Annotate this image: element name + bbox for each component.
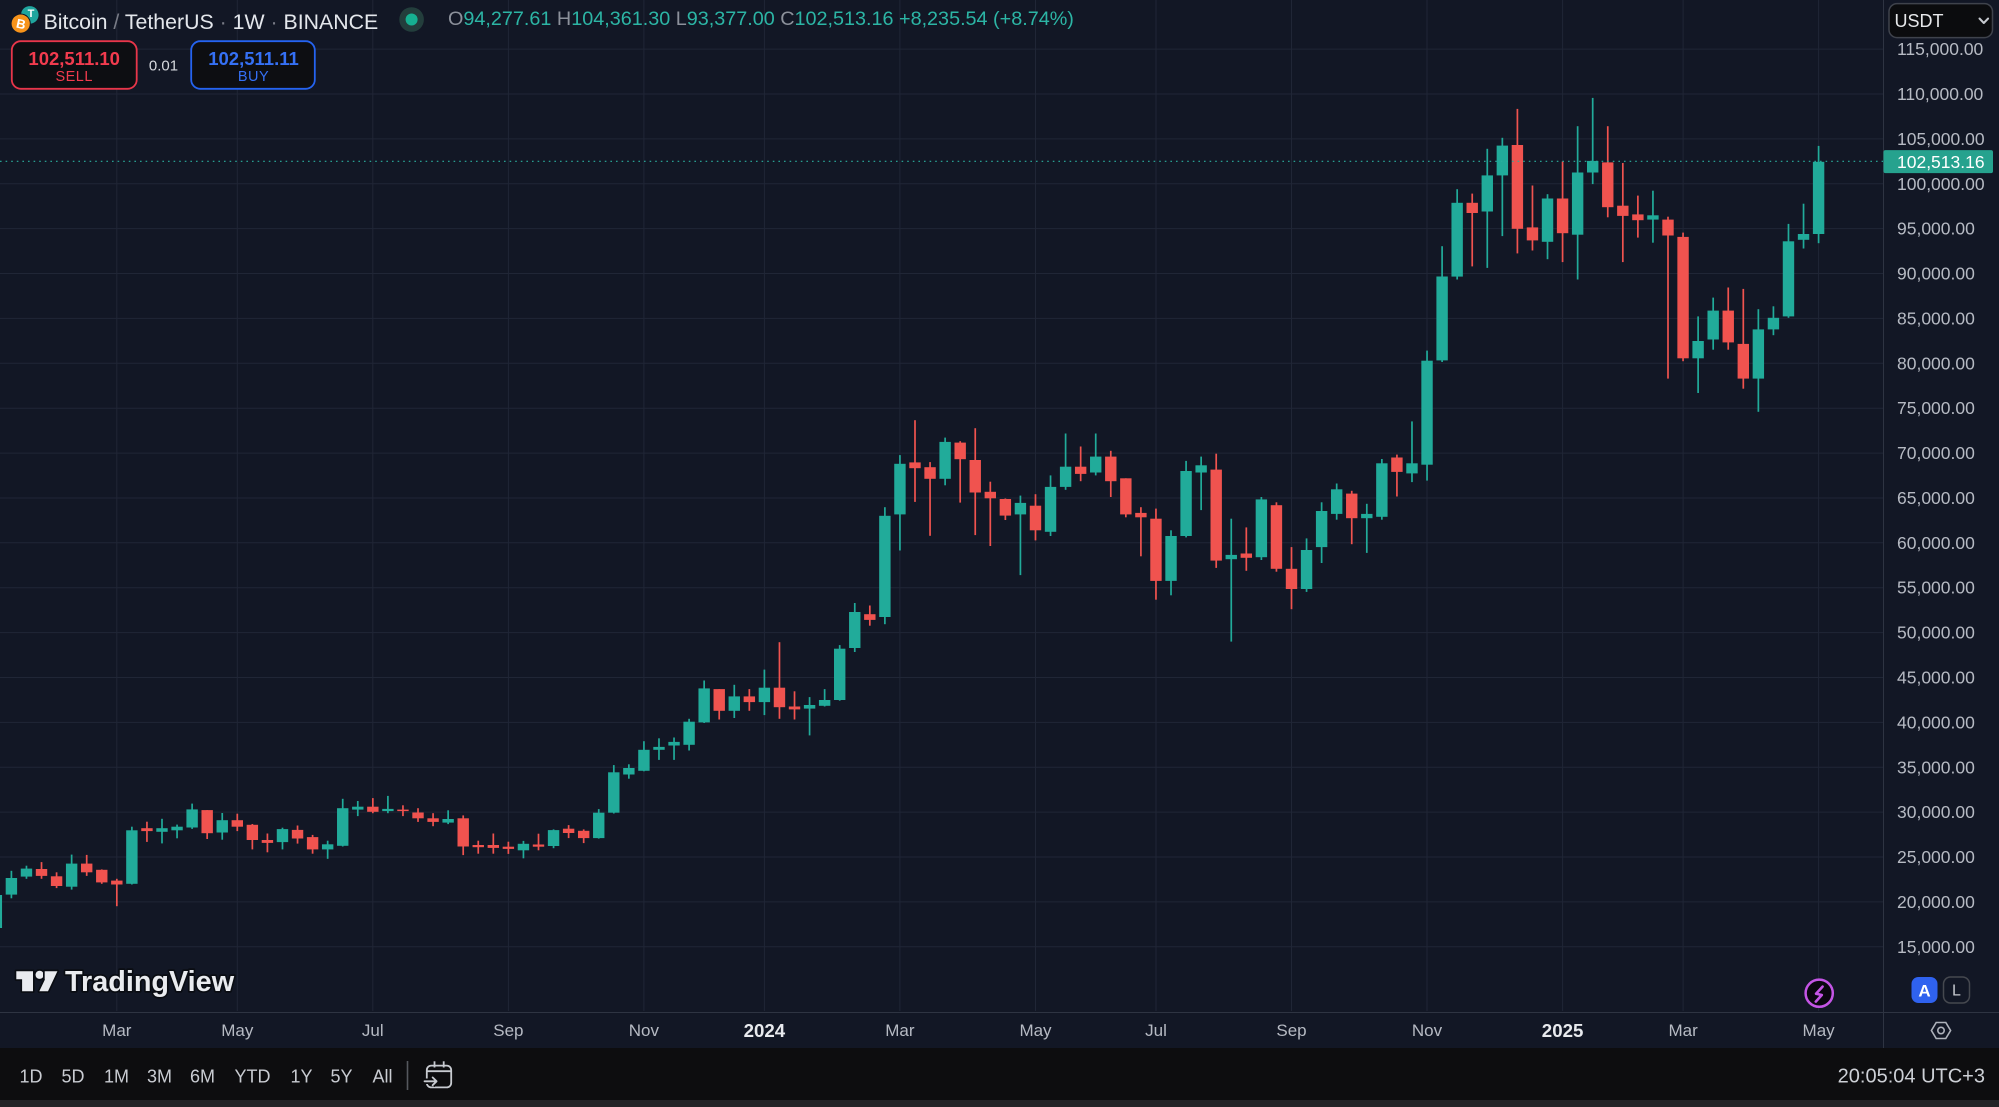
svg-text:1M: 1M — [104, 1067, 129, 1087]
svg-text:Mar: Mar — [1668, 1021, 1698, 1040]
svg-text:O94,277.61 H104,361.30 L93,377: O94,277.61 H104,361.30 L93,377.00 C102,5… — [448, 8, 1074, 30]
svg-text:102,511.11: 102,511.11 — [208, 48, 299, 69]
svg-text:Nov: Nov — [1412, 1021, 1443, 1040]
svg-text:2025: 2025 — [1542, 1020, 1584, 1041]
svg-text:5D: 5D — [61, 1067, 84, 1087]
svg-text:110,000.00: 110,000.00 — [1897, 84, 1984, 104]
svg-text:SELL: SELL — [55, 69, 92, 85]
svg-text:May: May — [221, 1021, 254, 1040]
svg-text:15,000.00: 15,000.00 — [1897, 937, 1975, 957]
svg-text:Nov: Nov — [629, 1021, 660, 1040]
svg-text:May: May — [1019, 1021, 1052, 1040]
svg-text:3M: 3M — [147, 1067, 172, 1087]
svg-text:Mar: Mar — [885, 1021, 915, 1040]
svg-text:B: B — [15, 16, 27, 33]
svg-text:85,000.00: 85,000.00 — [1897, 308, 1975, 328]
svg-text:20:05:04 UTC+3: 20:05:04 UTC+3 — [1838, 1065, 1985, 1087]
svg-text:30,000.00: 30,000.00 — [1897, 802, 1975, 822]
svg-text:TradingView: TradingView — [65, 966, 235, 998]
svg-text:BUY: BUY — [238, 69, 269, 85]
svg-text:L: L — [1952, 982, 1961, 999]
svg-text:102,511.10: 102,511.10 — [28, 48, 120, 69]
svg-text:May: May — [1803, 1021, 1836, 1040]
svg-text:1Y: 1Y — [290, 1067, 312, 1087]
svg-text:50,000.00: 50,000.00 — [1897, 623, 1975, 643]
svg-text:25,000.00: 25,000.00 — [1897, 847, 1975, 867]
svg-text:6M: 6M — [190, 1067, 215, 1087]
svg-text:40,000.00: 40,000.00 — [1897, 712, 1975, 732]
svg-text:0.01: 0.01 — [149, 58, 178, 75]
svg-text:75,000.00: 75,000.00 — [1897, 398, 1975, 418]
svg-text:70,000.00: 70,000.00 — [1897, 443, 1975, 463]
svg-text:Jul: Jul — [1145, 1021, 1167, 1040]
svg-text:All: All — [372, 1067, 392, 1087]
svg-text:Mar: Mar — [102, 1021, 132, 1040]
svg-text:55,000.00: 55,000.00 — [1897, 578, 1975, 598]
svg-text:Sep: Sep — [1276, 1021, 1306, 1040]
svg-text:A: A — [1918, 981, 1930, 1000]
svg-text:USDT: USDT — [1895, 11, 1944, 31]
svg-text:80,000.00: 80,000.00 — [1897, 353, 1975, 373]
svg-text:95,000.00: 95,000.00 — [1897, 219, 1975, 239]
svg-text:1D: 1D — [19, 1067, 42, 1087]
svg-text:Jul: Jul — [362, 1021, 384, 1040]
svg-text:90,000.00: 90,000.00 — [1897, 264, 1975, 284]
svg-text:60,000.00: 60,000.00 — [1897, 533, 1975, 553]
svg-text:35,000.00: 35,000.00 — [1897, 757, 1975, 777]
svg-text:Sep: Sep — [493, 1021, 523, 1040]
svg-text:102,513.16: 102,513.16 — [1897, 152, 1985, 172]
svg-text:65,000.00: 65,000.00 — [1897, 488, 1975, 508]
svg-text:115,000.00: 115,000.00 — [1897, 39, 1984, 59]
svg-text:2024: 2024 — [744, 1020, 786, 1041]
svg-text:5Y: 5Y — [330, 1067, 352, 1087]
svg-text:105,000.00: 105,000.00 — [1897, 129, 1985, 149]
svg-text:Bitcoin / TetherUS · 1W · BINA: Bitcoin / TetherUS · 1W · BINANCE — [44, 10, 379, 34]
svg-text:T: T — [28, 8, 35, 20]
svg-text:20,000.00: 20,000.00 — [1897, 892, 1975, 912]
svg-text:45,000.00: 45,000.00 — [1897, 668, 1975, 688]
svg-text:YTD: YTD — [235, 1067, 271, 1087]
svg-text:100,000.00: 100,000.00 — [1897, 174, 1985, 194]
